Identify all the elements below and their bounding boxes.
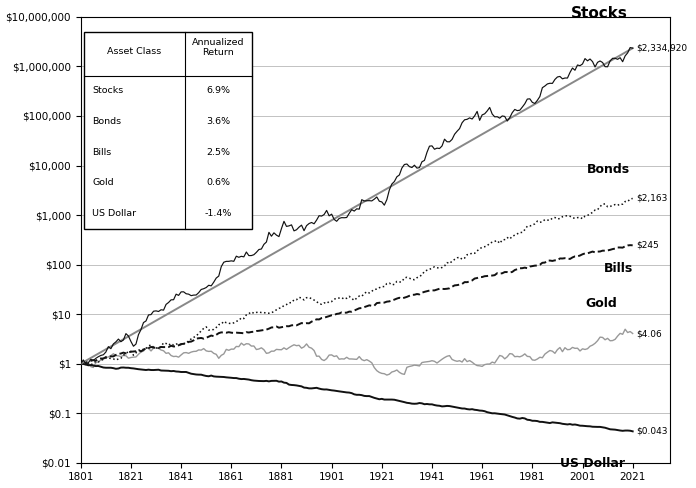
Text: Gold: Gold: [586, 297, 617, 310]
Text: Bills: Bills: [603, 263, 633, 276]
Text: $2,163: $2,163: [636, 194, 668, 203]
Text: $245: $245: [636, 241, 659, 250]
Text: US Dollar: US Dollar: [560, 457, 625, 470]
Text: Stocks: Stocks: [571, 6, 628, 21]
Text: $4.06: $4.06: [636, 329, 662, 338]
Text: $2,334,920: $2,334,920: [636, 44, 688, 53]
Text: Bonds: Bonds: [587, 163, 630, 176]
Text: $0.043: $0.043: [636, 427, 668, 436]
